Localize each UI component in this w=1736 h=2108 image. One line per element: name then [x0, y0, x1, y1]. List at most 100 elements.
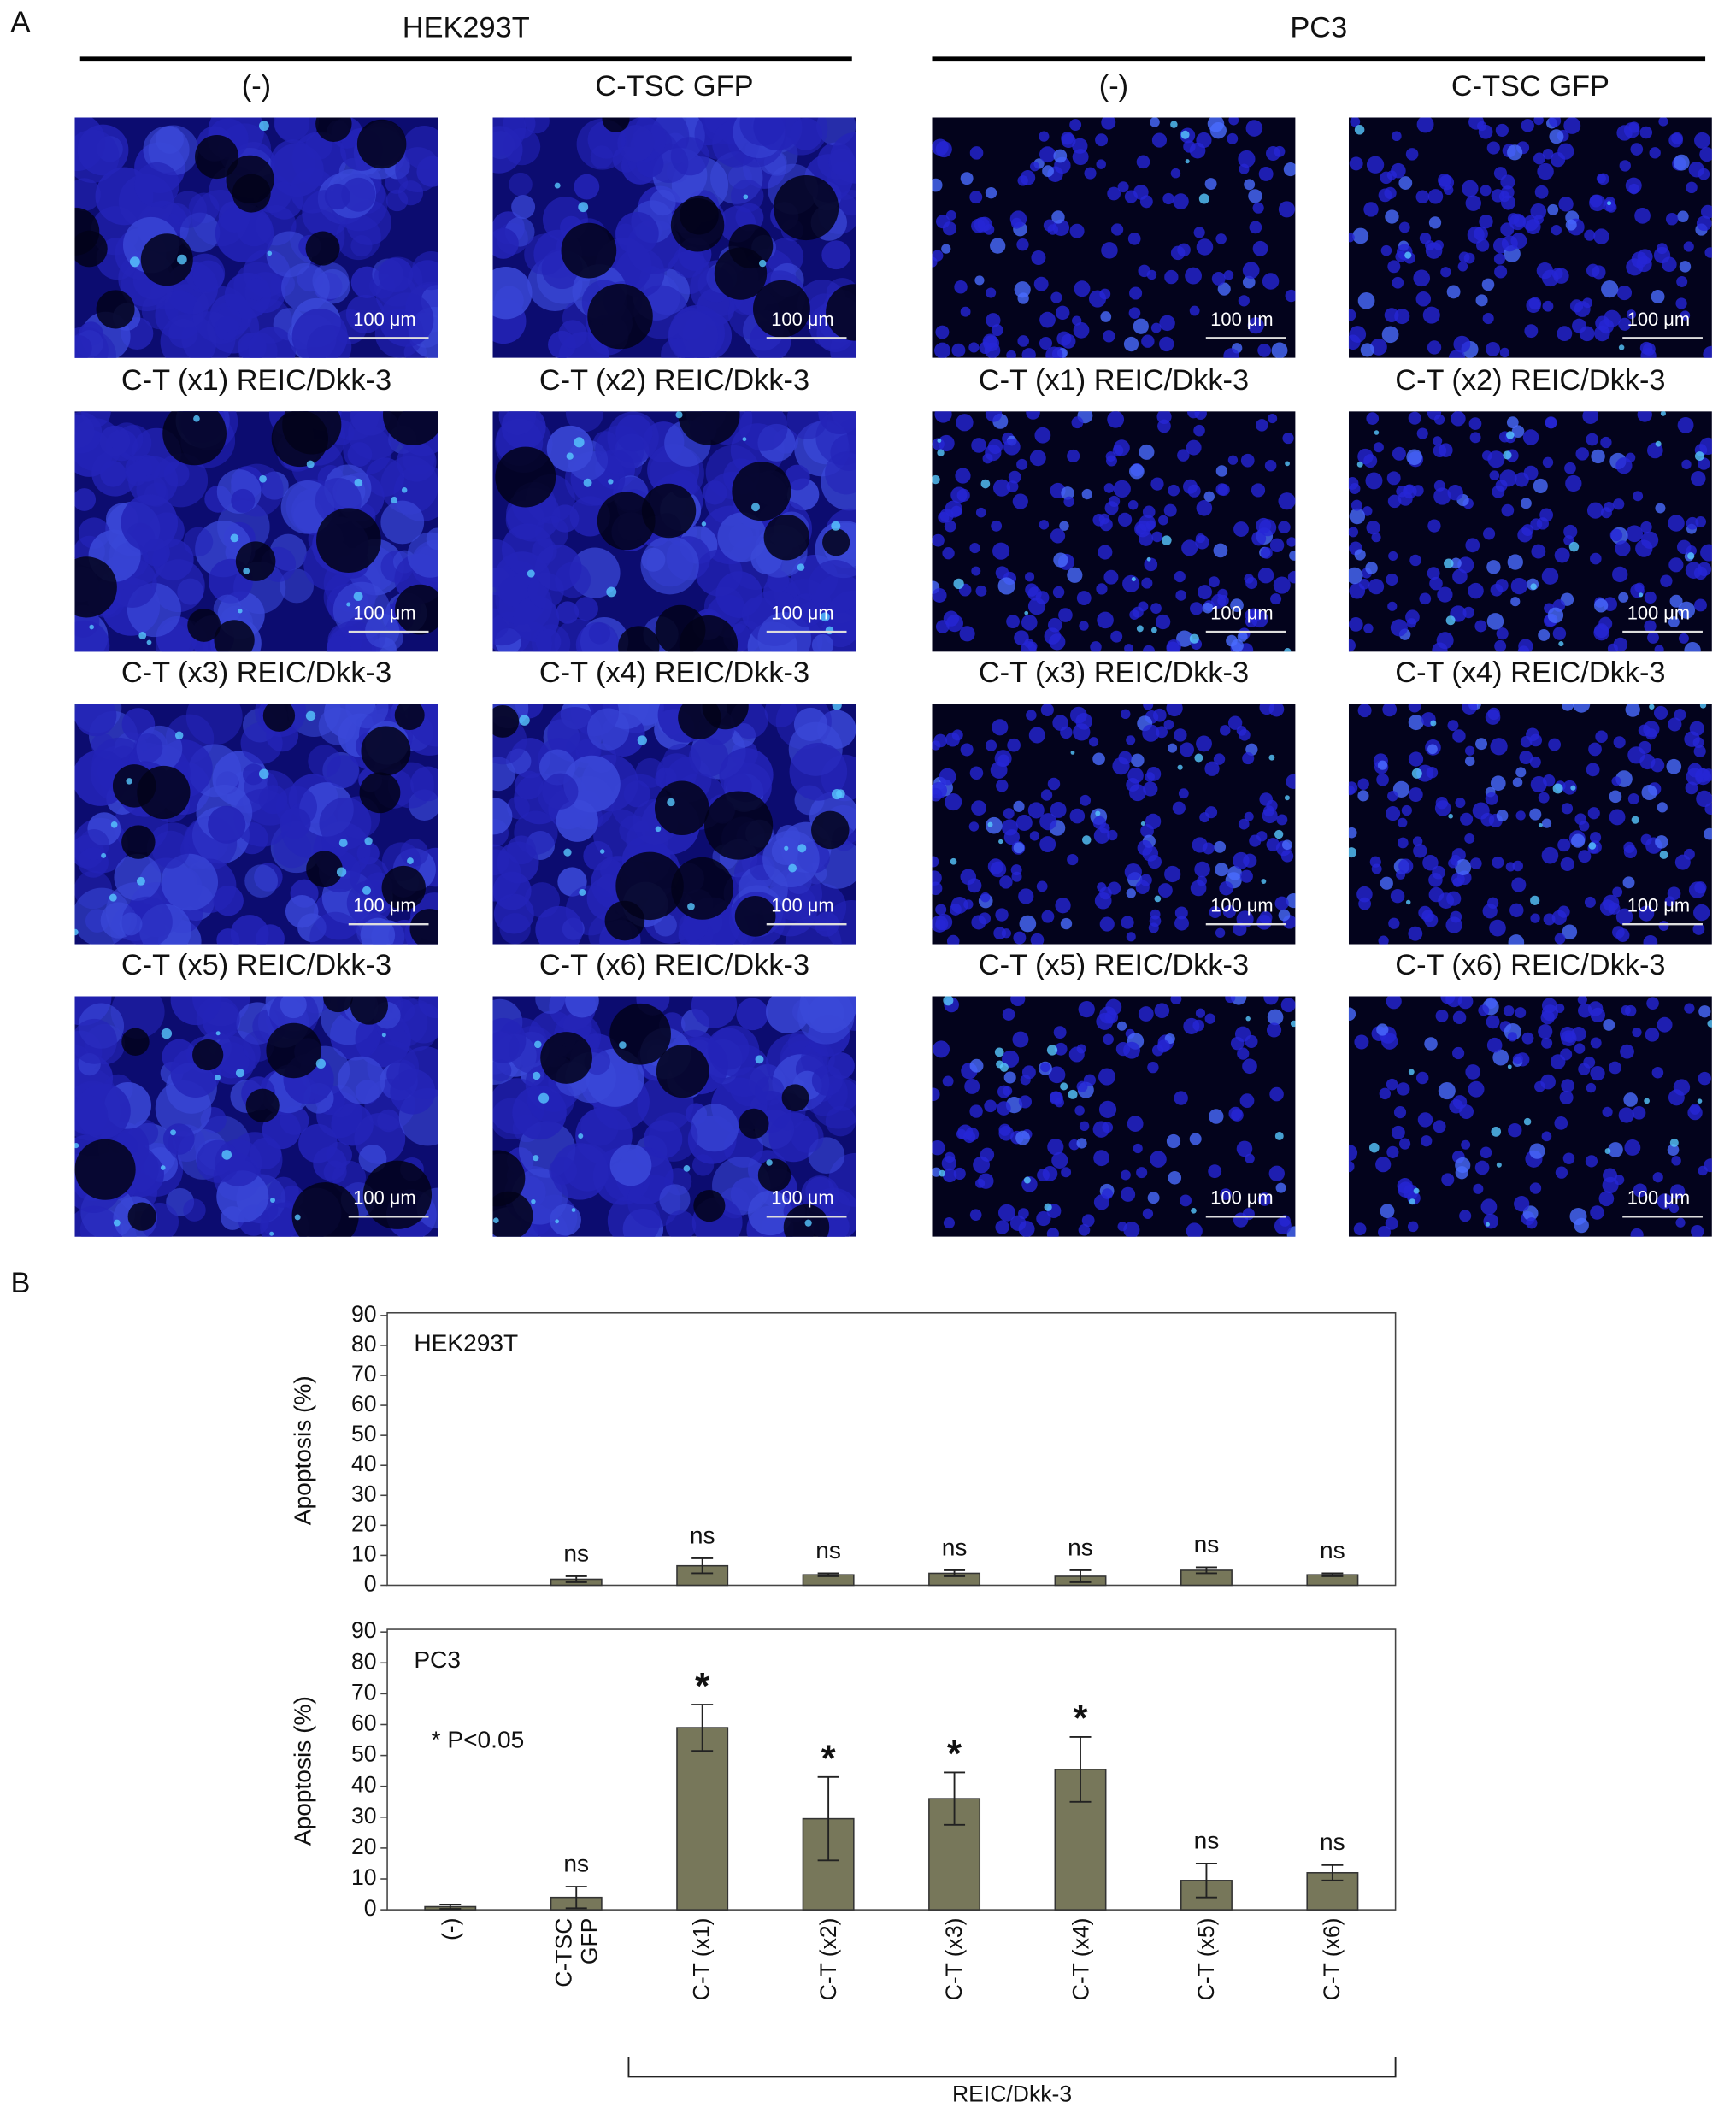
bright-spot [937, 439, 942, 443]
nucleus [1036, 1210, 1051, 1227]
nucleus [1013, 931, 1027, 945]
nucleus [1607, 643, 1618, 652]
nucleus [1475, 294, 1488, 307]
bright-spot [1068, 1089, 1078, 1099]
nucleus [1365, 472, 1383, 490]
bright-spot [797, 563, 805, 571]
nucleus [1613, 736, 1626, 749]
nucleus [1237, 631, 1248, 642]
nucleus [933, 1040, 950, 1058]
nucleus [1183, 1017, 1200, 1034]
scale-bar-label: 100 μm [1210, 309, 1273, 330]
nucleus [1193, 227, 1205, 238]
cell-cluster [650, 189, 676, 216]
y-tick-label: 80 [351, 1331, 377, 1357]
dark-patch [262, 704, 296, 732]
bright-spot [1284, 795, 1290, 801]
micrograph [1348, 996, 1712, 1237]
cell-cluster [386, 1059, 418, 1091]
dark-patch [561, 222, 617, 279]
nucleus [1067, 853, 1079, 866]
nucleus [1474, 620, 1487, 633]
cell-cluster [216, 928, 240, 945]
nucleus [1180, 1194, 1192, 1207]
cell-cluster [818, 411, 856, 435]
nucleus [1357, 448, 1374, 465]
cell-cluster [161, 853, 219, 911]
bright-spot [751, 503, 760, 512]
nucleus [1398, 221, 1410, 233]
nucleus [1099, 916, 1115, 932]
nucleus [1658, 921, 1669, 931]
bright-spot [129, 256, 140, 268]
nucleus [1157, 419, 1171, 433]
cell-cluster [492, 126, 523, 174]
nucleus [1286, 892, 1296, 909]
nucleus [1245, 577, 1258, 590]
nucleus [1166, 639, 1181, 652]
nucleus [1180, 742, 1195, 757]
nucleus [1143, 781, 1158, 797]
nucleus [1198, 585, 1213, 600]
dark-patch [356, 119, 407, 169]
nucleus [1025, 583, 1039, 597]
y-tick-label: 70 [351, 1361, 377, 1387]
nucleus [1129, 463, 1145, 480]
nucleus [1630, 1228, 1644, 1237]
nucleus [992, 719, 1009, 736]
nucleus [1133, 1143, 1143, 1154]
nucleus [1099, 822, 1110, 834]
bright-spot [391, 496, 398, 503]
nucleus [1111, 223, 1124, 236]
nucleus [1193, 424, 1205, 437]
dark-patch [137, 765, 191, 820]
nucleus [1151, 132, 1168, 148]
bright-spot [258, 121, 269, 132]
nucleus [1475, 738, 1488, 751]
nucleus [1249, 834, 1262, 847]
bright-spot [1405, 899, 1411, 905]
nucleus [1353, 1222, 1367, 1236]
nucleus [1055, 305, 1070, 321]
nucleus [1279, 1215, 1291, 1227]
nucleus [1063, 496, 1074, 508]
nucleus [1529, 756, 1541, 768]
cell-cluster [574, 597, 598, 621]
nucleus [1050, 528, 1066, 544]
nucleus [936, 215, 950, 229]
nucleus [1501, 503, 1515, 517]
nucleus [1123, 1222, 1140, 1237]
nucleus [1177, 449, 1190, 462]
nucleus [1644, 591, 1657, 604]
nucleus [1465, 195, 1481, 211]
bright-spot [294, 1214, 301, 1221]
nucleus [1375, 1157, 1392, 1173]
dark-patch [195, 134, 239, 180]
nucleus [1542, 148, 1554, 160]
nucleus [1511, 877, 1527, 892]
nucleus [1240, 453, 1255, 468]
nucleus [1348, 827, 1357, 839]
dark-patch [96, 290, 135, 329]
nucleus [1231, 639, 1244, 652]
nucleus [1393, 1106, 1407, 1119]
nucleus [1148, 922, 1159, 933]
nucleus [1223, 348, 1239, 358]
nucleus [1166, 704, 1183, 717]
nucleus [1215, 465, 1228, 477]
nucleus [1090, 641, 1102, 652]
nucleus [1521, 119, 1534, 132]
nucleus [1646, 997, 1659, 1010]
nucleus [1601, 280, 1619, 298]
nucleus [1186, 1222, 1203, 1237]
nucleus [1356, 886, 1373, 903]
nucleus [1519, 751, 1533, 765]
nucleus [1638, 740, 1651, 755]
nucleus [1481, 278, 1495, 291]
cell-cluster [665, 1210, 697, 1237]
nucleus [1480, 1146, 1492, 1159]
nucleus [985, 186, 997, 199]
bright-spot [939, 1169, 945, 1177]
bright-spot [655, 826, 662, 833]
nucleus [1124, 863, 1142, 881]
